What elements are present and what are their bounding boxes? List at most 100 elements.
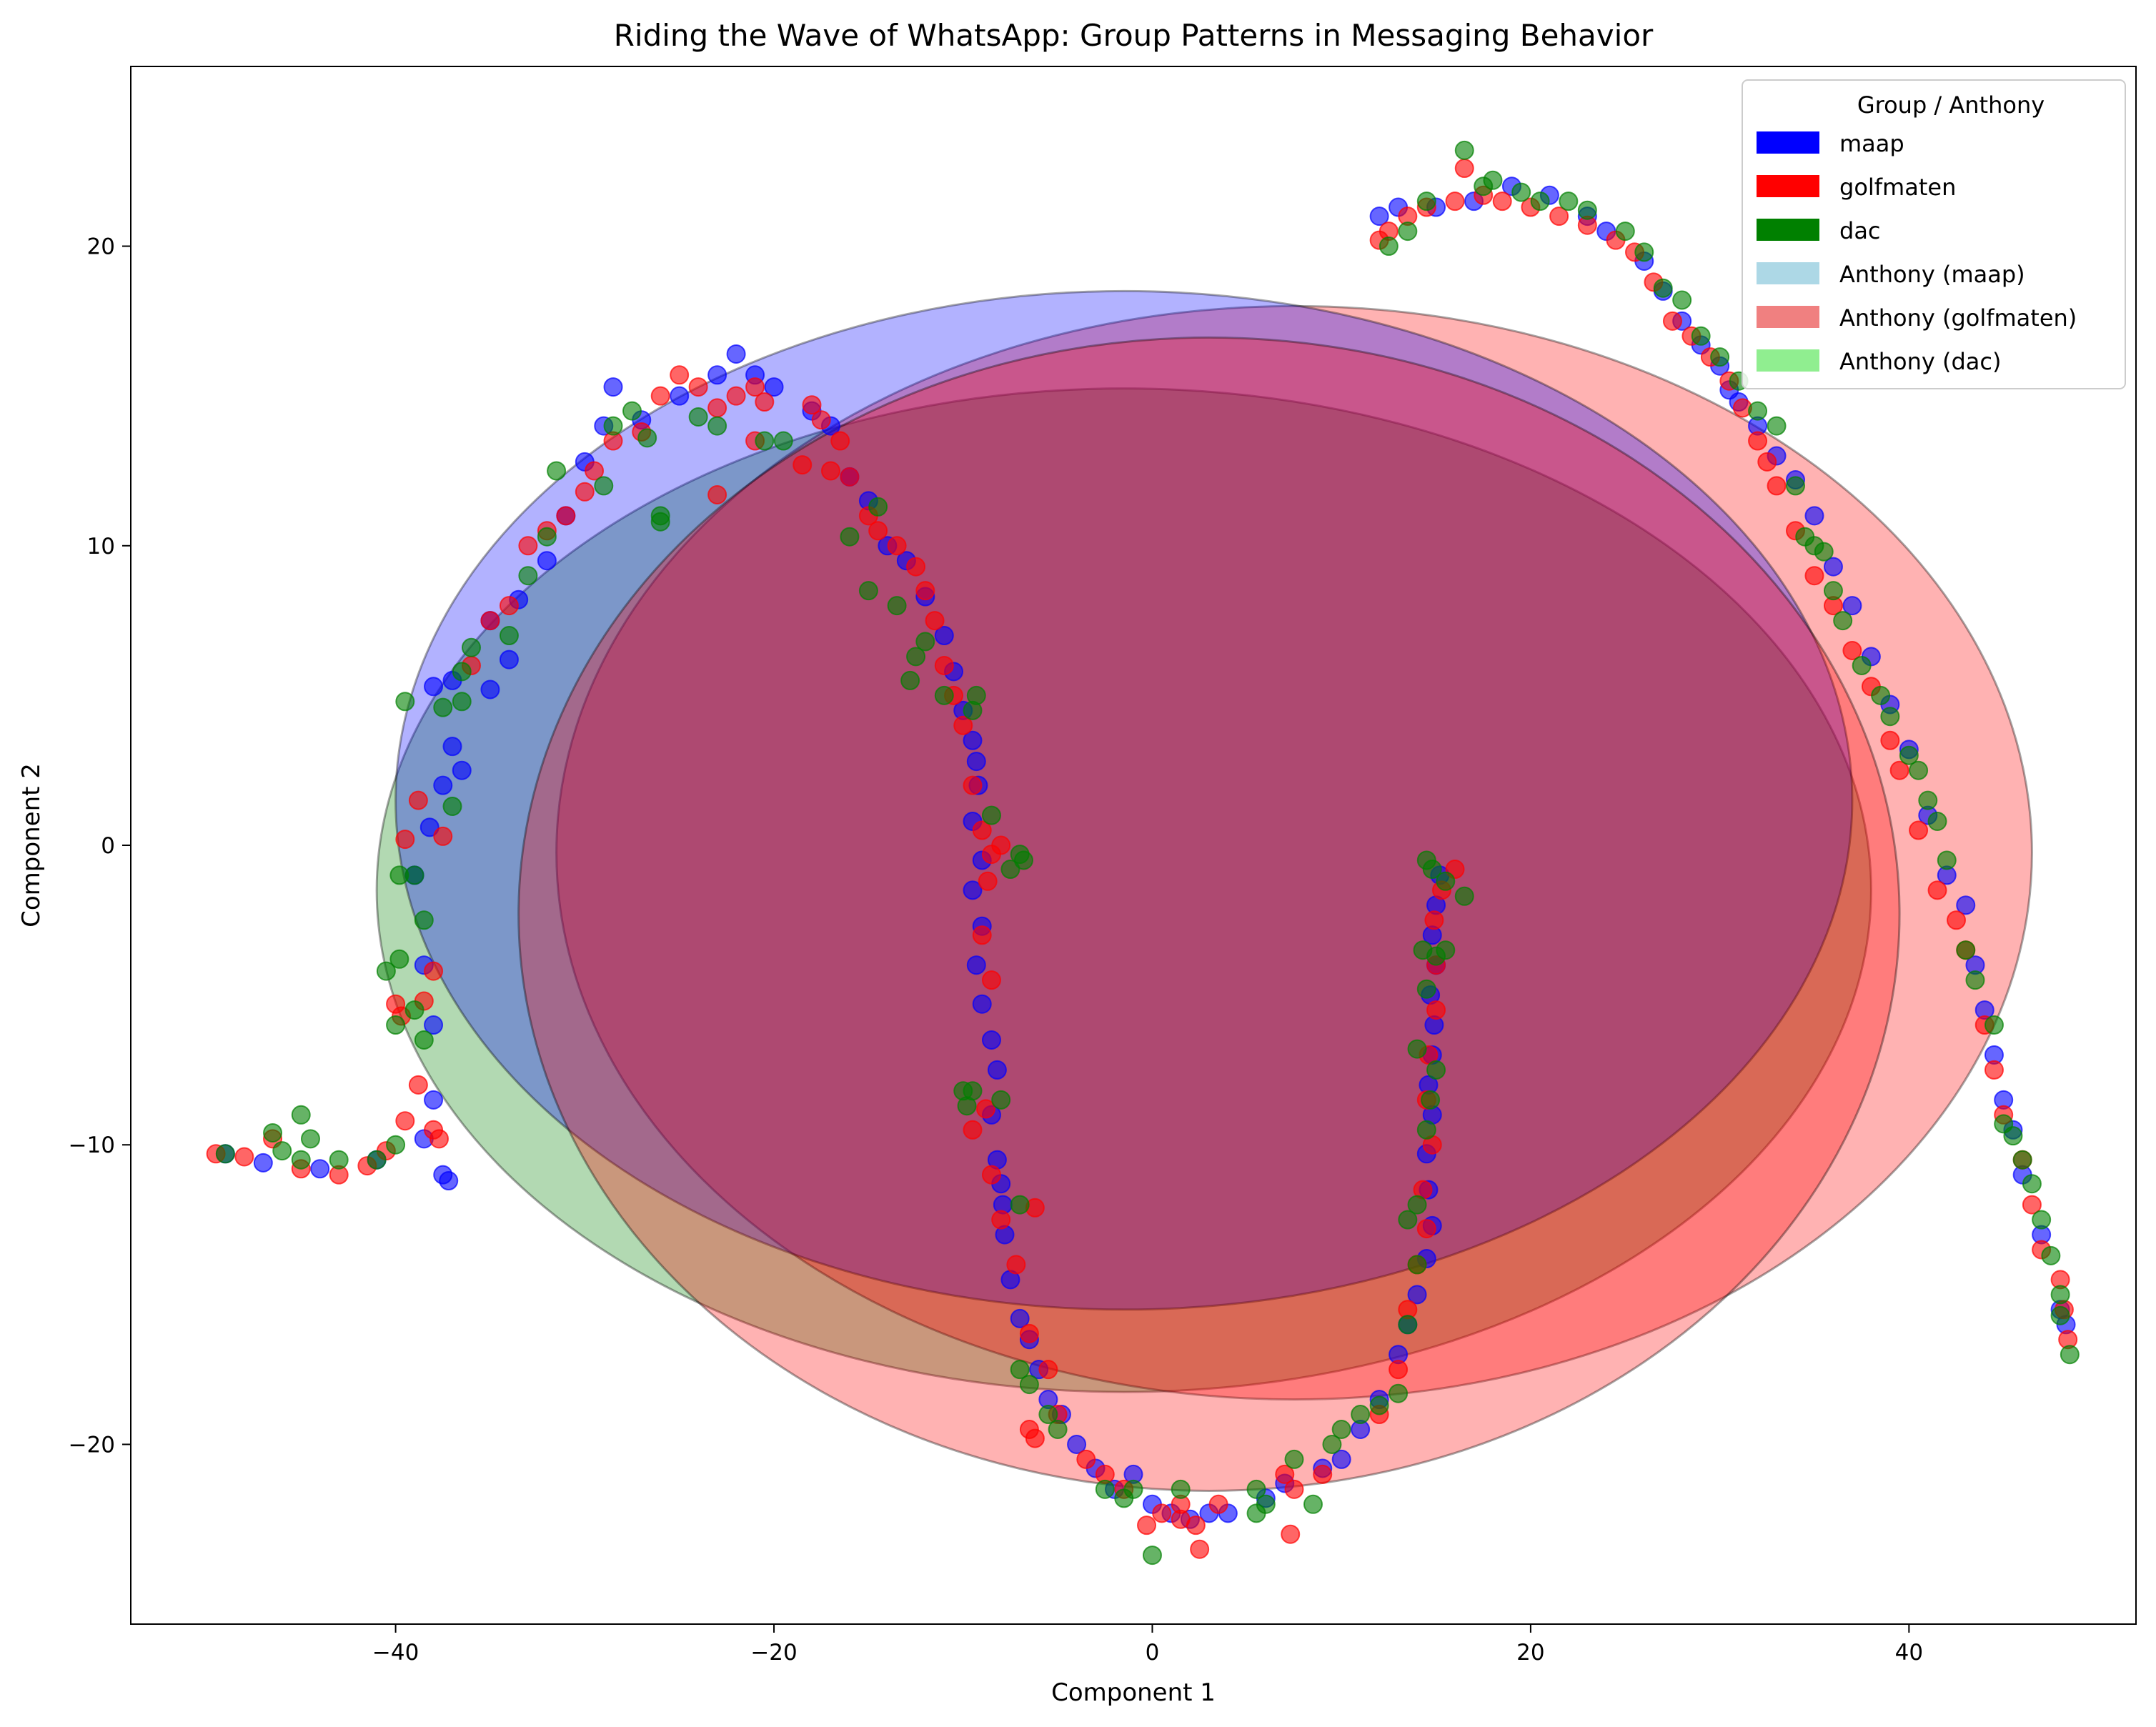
data-point-dac (433, 697, 453, 717)
data-point-golfmaten (234, 1147, 254, 1167)
legend: Group / Anthony maap golfmaten dac Anthony … (1742, 79, 2126, 389)
y-tick-label: −20 (69, 1432, 115, 1458)
data-point-dac (981, 805, 1001, 825)
data-point-golfmaten (433, 826, 453, 846)
data-point-dac (1483, 170, 1503, 190)
data-point-dac (414, 1030, 434, 1050)
data-point-golfmaten (1804, 566, 1824, 586)
data-point-golfmaten (1190, 1539, 1210, 1559)
legend-swatch (1757, 262, 1819, 284)
data-point-golfmaten (1842, 641, 1862, 660)
data-point-golfmaten (868, 521, 888, 541)
data-point-golfmaten (925, 611, 945, 631)
data-point-maap (1369, 206, 1389, 227)
x-tick-label: 40 (1895, 1640, 1923, 1666)
data-point-golfmaten (1019, 1323, 1039, 1343)
data-point-dac (1927, 811, 1947, 831)
data-point-dac (461, 637, 481, 657)
data-point-dac (300, 1129, 320, 1149)
data-point-maap (963, 880, 983, 900)
data-point-dac (537, 527, 557, 547)
data-point-dac (1422, 860, 1442, 880)
y-axis-label: Component 2 (17, 763, 46, 927)
data-point-dac (1142, 1546, 1162, 1566)
data-point-dac (1095, 1479, 1115, 1499)
y-tick-label: 0 (101, 833, 115, 859)
data-point-maap (424, 677, 444, 697)
data-point-maap (419, 817, 439, 837)
data-point-golfmaten (1038, 1360, 1058, 1380)
data-point-golfmaten (707, 398, 727, 418)
y-tick-label: 20 (87, 234, 115, 260)
data-point-golfmaten (1445, 191, 1465, 211)
data-point-golfmaten (408, 1075, 428, 1095)
data-point-dac (1436, 871, 1456, 891)
data-point-dac (1634, 242, 1654, 262)
data-point-dac (1748, 401, 1768, 421)
data-point-golfmaten (1984, 1060, 2004, 1080)
data-point-dac (1965, 970, 1985, 990)
data-point-golfmaten (840, 467, 860, 487)
data-point-golfmaten (1137, 1516, 1157, 1536)
data-point-golfmaten (793, 455, 813, 475)
data-point-maap (452, 760, 472, 780)
data-point-golfmaten (707, 485, 727, 504)
data-point-dac (1454, 140, 1474, 160)
data-point-golfmaten (830, 431, 850, 451)
data-point-dac (1019, 1375, 1039, 1395)
confidence-ellipse-maap (394, 289, 1854, 1311)
data-point-dac (915, 632, 935, 652)
data-point-golfmaten (1927, 880, 1947, 900)
data-point-dac (622, 401, 642, 421)
data-point-maap (726, 344, 746, 364)
data-point-dac (414, 910, 434, 930)
x-tick-label: −40 (372, 1640, 419, 1666)
data-point-dac (404, 1000, 424, 1020)
data-point-maap (981, 1030, 1001, 1050)
legend-swatch (1757, 306, 1819, 328)
data-point-dac (367, 1150, 387, 1170)
data-point-dac (773, 431, 793, 451)
data-point-dac (518, 566, 538, 586)
x-tick-label: −20 (750, 1640, 797, 1666)
data-point-maap (1067, 1434, 1087, 1454)
data-point-golfmaten (556, 506, 576, 526)
legend-swatch (1757, 349, 1819, 372)
data-point-dac (291, 1105, 311, 1125)
data-point-dac (1530, 191, 1550, 211)
data-point-dac (2022, 1174, 2042, 1194)
legend-title: Group / Anthony (1857, 91, 2045, 119)
data-point-maap (764, 377, 784, 397)
data-point-dac (1000, 860, 1020, 880)
data-point-dac (1833, 611, 1853, 631)
data-point-golfmaten (1767, 476, 1787, 496)
data-point-golfmaten (1909, 820, 1929, 840)
data-point-golfmaten (1947, 910, 1967, 930)
data-point-golfmaten (1281, 1524, 1301, 1544)
data-point-golfmaten (963, 1120, 983, 1140)
data-point-dac (1786, 476, 1806, 496)
data-point-golfmaten (395, 1111, 415, 1131)
data-point-dac (1918, 790, 1938, 810)
data-point-dac (1378, 237, 1399, 257)
data-point-golfmaten (953, 715, 973, 735)
data-point-dac (1852, 655, 1872, 675)
data-point-dac (1246, 1503, 1266, 1523)
data-point-golfmaten (1152, 1503, 1172, 1523)
data-point-dac (1407, 1039, 1427, 1059)
data-point-golfmaten (2022, 1195, 2042, 1215)
data-point-maap (1823, 557, 1843, 577)
legend-swatch (1757, 219, 1819, 241)
data-point-golfmaten (1025, 1428, 1045, 1448)
data-point-golfmaten (1284, 1479, 1304, 1499)
data-point-golfmaten (976, 1099, 996, 1119)
data-point-dac (1369, 1395, 1389, 1415)
data-point-dac (1303, 1494, 1323, 1514)
data-point-dac (650, 512, 670, 532)
data-point-maap (966, 955, 986, 975)
data-point-dac (1398, 1315, 1418, 1335)
data-point-golfmaten (1662, 311, 1682, 331)
data-point-golfmaten (499, 596, 519, 616)
data-point-dac (1010, 1195, 1030, 1215)
data-point-maap (1842, 596, 1862, 616)
